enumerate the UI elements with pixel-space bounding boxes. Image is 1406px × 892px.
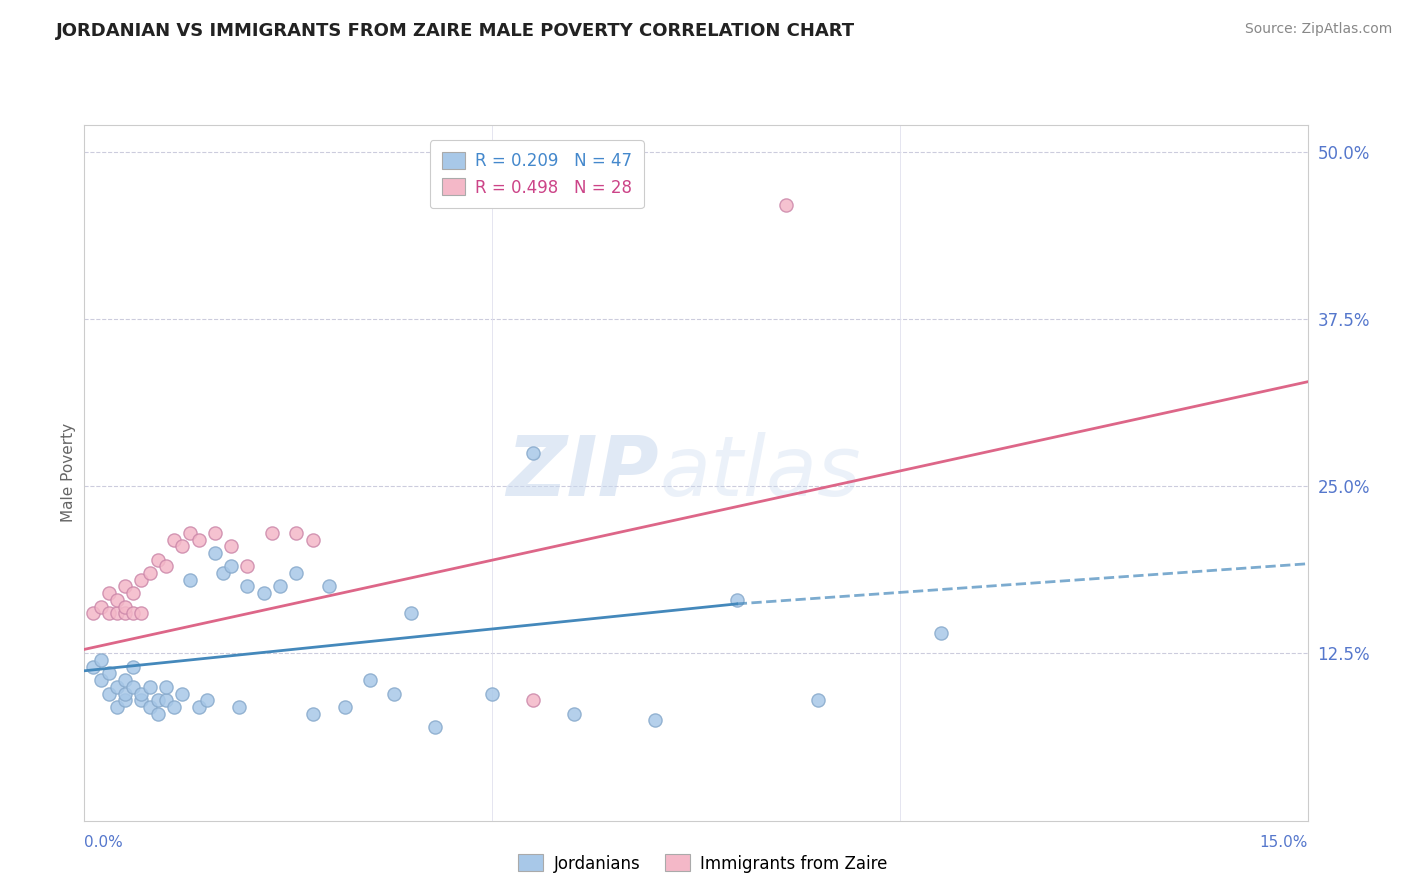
Point	[82, 607, 104, 621]
Text: ZIP: ZIP	[506, 433, 659, 513]
Point	[114, 607, 136, 621]
Point	[114, 687, 136, 701]
Point	[155, 693, 177, 707]
Point	[131, 693, 153, 707]
Point	[155, 680, 177, 694]
Point	[236, 559, 259, 574]
Point	[146, 706, 169, 721]
Point	[122, 660, 145, 674]
Point	[204, 526, 226, 541]
Point	[562, 706, 585, 721]
Point	[775, 198, 797, 212]
Point	[481, 687, 503, 701]
Point	[219, 539, 242, 553]
Point	[105, 607, 128, 621]
Point	[146, 693, 169, 707]
Point	[122, 607, 145, 621]
Text: JORDANIAN VS IMMIGRANTS FROM ZAIRE MALE POVERTY CORRELATION CHART: JORDANIAN VS IMMIGRANTS FROM ZAIRE MALE …	[56, 22, 855, 40]
Point	[163, 533, 186, 547]
Point	[105, 680, 128, 694]
Point	[187, 533, 209, 547]
Point	[382, 687, 405, 701]
Point	[929, 626, 952, 640]
Point	[318, 580, 340, 594]
Point	[228, 699, 250, 714]
Point	[97, 586, 120, 600]
Point	[399, 607, 422, 621]
Point	[260, 526, 283, 541]
Point	[179, 573, 201, 587]
Point	[131, 573, 153, 587]
Point	[114, 693, 136, 707]
Point	[114, 673, 136, 688]
Point	[204, 546, 226, 560]
Text: atlas: atlas	[659, 433, 860, 513]
Point	[155, 559, 177, 574]
Point	[285, 566, 308, 581]
Point	[90, 599, 112, 614]
Point	[131, 607, 153, 621]
Point	[82, 660, 104, 674]
Point	[138, 566, 160, 581]
Point	[122, 680, 145, 694]
Point	[122, 586, 145, 600]
Point	[522, 446, 544, 460]
Point	[301, 706, 323, 721]
Point	[195, 693, 218, 707]
Point	[253, 586, 276, 600]
Point	[97, 666, 120, 681]
Point	[105, 699, 128, 714]
Point	[105, 592, 128, 607]
Point	[285, 526, 308, 541]
Point	[423, 720, 446, 734]
Point	[212, 566, 235, 581]
Point	[359, 673, 381, 688]
Text: Source: ZipAtlas.com: Source: ZipAtlas.com	[1244, 22, 1392, 37]
Point	[172, 687, 194, 701]
Point	[172, 539, 194, 553]
Point	[335, 699, 357, 714]
Legend: Jordanians, Immigrants from Zaire: Jordanians, Immigrants from Zaire	[512, 847, 894, 880]
Point	[301, 533, 323, 547]
Point	[644, 714, 666, 728]
Point	[114, 599, 136, 614]
Point	[725, 592, 748, 607]
Y-axis label: Male Poverty: Male Poverty	[60, 423, 76, 523]
Point	[187, 699, 209, 714]
Point	[269, 580, 291, 594]
Point	[163, 699, 186, 714]
Text: 15.0%: 15.0%	[1260, 836, 1308, 850]
Point	[97, 687, 120, 701]
Point	[179, 526, 201, 541]
Point	[90, 653, 112, 667]
Point	[138, 699, 160, 714]
Point	[146, 552, 169, 567]
Point	[522, 693, 544, 707]
Text: 0.0%: 0.0%	[84, 836, 124, 850]
Point	[114, 580, 136, 594]
Point	[97, 607, 120, 621]
Legend: R = 0.209   N = 47, R = 0.498   N = 28: R = 0.209 N = 47, R = 0.498 N = 28	[430, 140, 644, 208]
Point	[219, 559, 242, 574]
Point	[138, 680, 160, 694]
Point	[236, 580, 259, 594]
Point	[807, 693, 830, 707]
Point	[90, 673, 112, 688]
Point	[131, 687, 153, 701]
